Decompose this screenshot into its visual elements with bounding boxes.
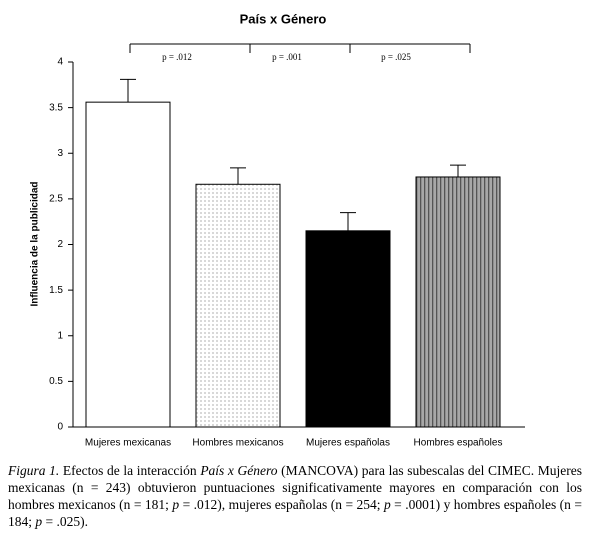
bar xyxy=(195,183,281,428)
y-tick-label: 0 xyxy=(57,422,63,433)
caption-text: p xyxy=(35,514,43,529)
x-tick-label: Mujeres españolas xyxy=(306,438,390,449)
x-tick-label: Hombres españoles xyxy=(414,438,503,449)
x-tick-label: Hombres mexicanos xyxy=(192,438,283,449)
y-tick-label: 0.5 xyxy=(49,376,63,387)
annotation: p = .025 xyxy=(381,52,411,62)
y-tick-label: 3 xyxy=(57,148,63,159)
caption-text: p xyxy=(172,497,180,512)
y-axis-label: Influencia de la publicidad xyxy=(30,181,41,306)
chart-title: País x Género xyxy=(240,11,327,26)
y-tick-label: 1.5 xyxy=(49,285,63,296)
bar xyxy=(85,101,171,428)
bracket xyxy=(129,43,471,53)
error-bar xyxy=(120,78,136,103)
caption: Figura 1. Efectos de la interacción País… xyxy=(8,462,582,530)
y-tick-label: 2 xyxy=(57,239,63,250)
caption-text: p xyxy=(383,497,391,512)
annotation: p = .001 xyxy=(272,52,302,62)
chart: País x Género p = .012 p = .001 p = .025… xyxy=(30,11,525,449)
caption-text: = .025). xyxy=(42,514,88,529)
error-bar xyxy=(450,164,466,177)
y-tick-label: 3.5 xyxy=(49,102,63,113)
caption-text: Figura 1. xyxy=(8,463,60,478)
error-bar xyxy=(340,212,356,231)
y-tick-label: 2.5 xyxy=(49,194,63,205)
bar xyxy=(415,176,501,428)
caption-text: País x Género xyxy=(200,463,278,478)
x-tick-label: Mujeres mexicanas xyxy=(85,438,171,449)
y-tick-label: 4 xyxy=(57,57,63,68)
y-tick-label: 1 xyxy=(57,330,63,341)
annotation: p = .012 xyxy=(162,52,192,62)
caption-text: = .0001) y hombres españoles (n = 184; xyxy=(8,497,582,529)
caption-text: (MANCOVA) para las subescalas del CIMEC.… xyxy=(8,463,582,512)
error-bar xyxy=(230,167,246,185)
caption-text: Efectos de la interacción xyxy=(59,463,201,478)
bar xyxy=(305,230,391,428)
caption-text: = .012), mujeres españolas (n = 254; xyxy=(179,497,384,512)
